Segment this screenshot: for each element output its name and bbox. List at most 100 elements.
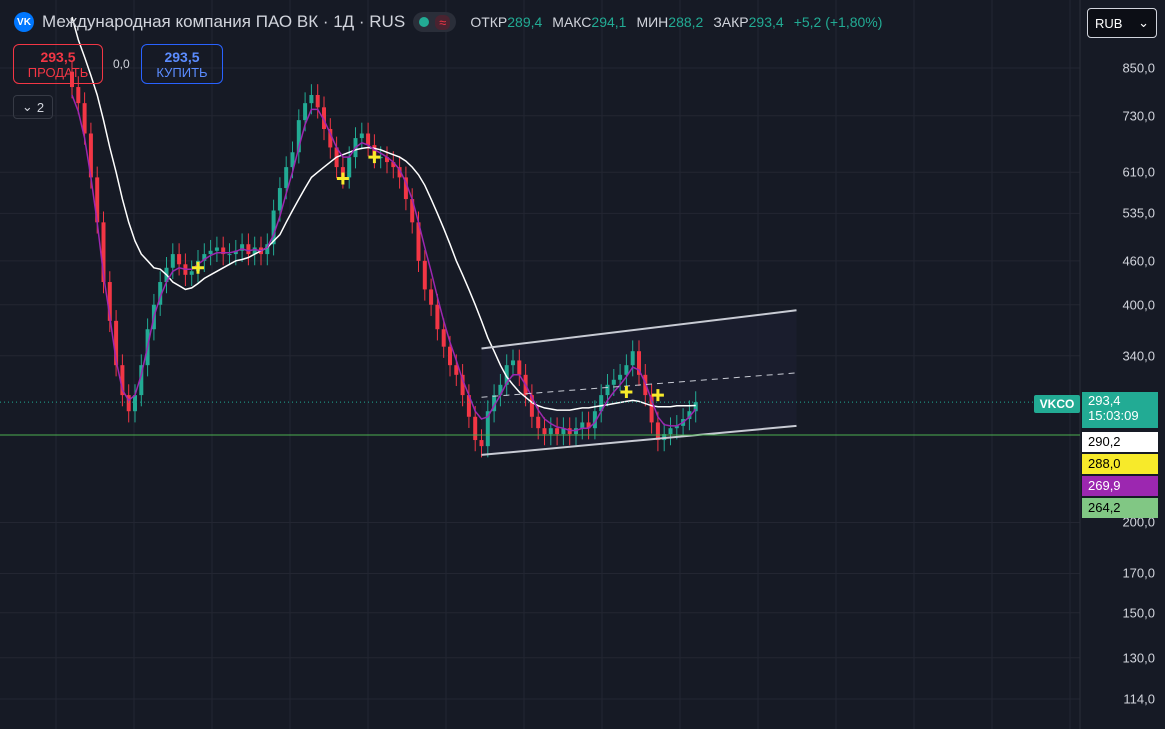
candle-body [504,365,509,385]
candle-body [107,282,112,321]
candle-body [70,71,74,88]
candle-body [542,428,547,435]
price-axis-label: 170,0 [1122,565,1155,581]
candle-body [233,250,238,255]
candle-body [605,384,610,396]
candle-body [322,107,326,129]
price-axis-label: 150,0 [1122,605,1155,621]
candle-body [561,428,566,435]
candle-body [347,157,352,178]
delay-wave-icon: ≈ [435,14,451,30]
price-axis-label: 114,0 [1123,691,1155,707]
buy-button[interactable]: 293,5 КУПИТЬ [141,44,223,84]
bar-countdown: 15:03:09 [1088,408,1139,424]
candle-body [114,320,119,366]
candle-body [599,395,604,412]
last-price-value: 293,4 [1088,393,1121,409]
candle-body [265,244,270,255]
signal-cross-icon [651,389,664,402]
candle-body [170,254,175,268]
candle-body [397,167,402,178]
candle-body [372,145,377,158]
indicator-price-tag: 264,2 [1082,498,1158,518]
sell-price: 293,5 [40,48,76,65]
close-label: ЗАКР [713,14,749,30]
price-axis-label: 200,0 [1122,514,1155,530]
last-price-tag: 293,4 15:03:09 [1082,392,1158,429]
candle-body [492,395,497,412]
signal-cross-icon [368,151,381,164]
candle-body [240,244,245,251]
signal-cross-icon [192,261,204,274]
candle-body [580,422,585,429]
price-axis-label: 400,0 [1122,297,1155,313]
indicators-count: 2 [36,99,45,115]
price-axis-label: 730,0 [1122,108,1155,124]
indicators-toggle-button[interactable]: ⌄ 2 [13,95,53,119]
candle-body [246,244,251,255]
candle-body [328,128,333,148]
candle-body [460,374,465,396]
candle-body [410,199,415,223]
price-axis-label: 340,0 [1122,348,1155,364]
symbol-title[interactable]: Международная компания ПАО ВК · 1Д · RUS [42,12,406,31]
candle-body [366,133,371,146]
chevron-down-icon: ⌄ [21,99,33,114]
candle-body [441,329,446,347]
candle-body [296,120,301,153]
candle-body [391,162,396,168]
indicator-price-tag: 269,9 [1082,476,1158,496]
price-axis-label: 535,0 [1122,205,1155,221]
indicator-price-tag: 288,0 [1082,454,1158,474]
candle-body [511,360,515,366]
candle-body [674,425,679,429]
currency-value: RUB [1095,15,1123,31]
candle-body [120,365,125,396]
signal-cross-icon [620,385,633,398]
candle-body [385,157,389,163]
candle-body [82,103,87,134]
candle-body [624,365,629,375]
candle-body [592,411,597,429]
ohlc-values: ОТКР289,4 МАКС294,1 МИН288,2 ЗАКР293,4 +… [470,14,882,30]
market-status[interactable]: ≈ [413,12,457,32]
candle-body [309,94,314,104]
channel-mid-dashed-line [481,372,797,398]
price-axis-label: 850,0 [1122,60,1155,76]
open-label: ОТКР [470,14,508,30]
price-axis-label: 130,0 [1122,650,1155,666]
candle-body [214,247,219,251]
candle-body [435,304,440,330]
price-axis-label: 460,0 [1122,253,1155,269]
sell-button[interactable]: 293,5 ПРОДАТЬ [13,44,103,84]
channel-upper-line [481,309,797,350]
candle-body [221,247,226,255]
currency-select[interactable]: RUB ⌄ [1087,8,1157,38]
candle-body [454,365,459,375]
ma-slow-line [71,16,696,411]
candle-body [133,395,137,412]
candle-body [422,260,427,290]
candle-body [662,434,667,441]
candle-body [429,289,434,305]
candle-body [277,188,282,211]
candle-body [529,395,534,417]
buy-price: 293,5 [164,48,200,65]
candle-body [290,152,295,168]
candle-body [177,254,182,265]
candle-body [416,222,421,261]
candle-body [655,422,660,441]
candle-body [315,94,320,108]
open-value: 289,4 [507,14,543,30]
candle-body [208,250,213,255]
candle-body [101,222,106,283]
candle-body [189,271,194,275]
close-value: 293,4 [748,14,784,30]
candle-body [359,133,364,139]
high-value: 294,1 [591,14,627,30]
candle-body [252,247,257,255]
buy-label: КУПИТЬ [156,64,208,80]
signal-cross-icon [336,172,349,185]
candle-body [88,133,93,178]
